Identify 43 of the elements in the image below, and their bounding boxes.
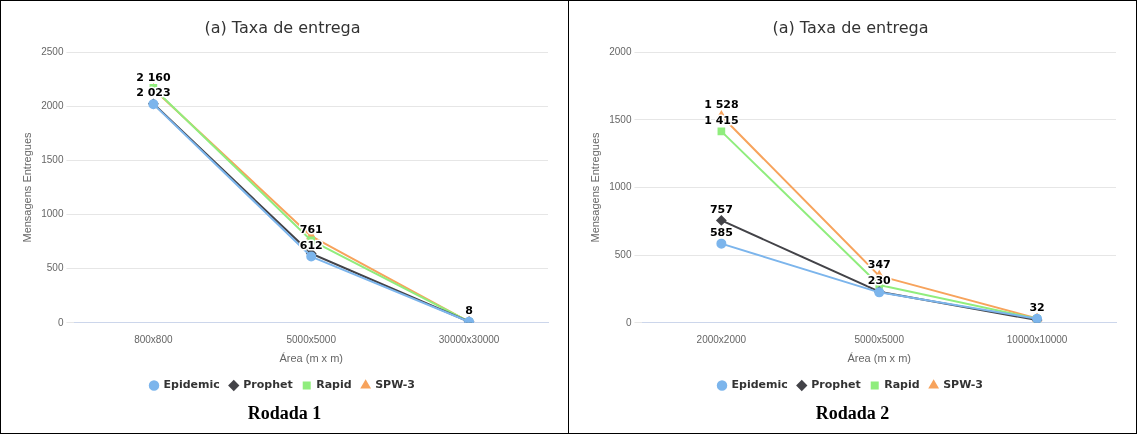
data-label: 757 <box>709 202 733 216</box>
x-tick-label: 2000x2000 <box>696 333 747 345</box>
y-axis-title: Mensagens Entregues <box>588 131 601 243</box>
y-tick-label: 1500 <box>41 154 64 166</box>
data-label: 230 <box>867 274 892 288</box>
chart-title: (a) Taxa de entrega <box>772 17 929 37</box>
x-tick-label: 10000x10000 <box>1006 333 1068 345</box>
data-label: 8 <box>465 304 473 318</box>
y-tick-label: 500 <box>46 262 64 274</box>
text: Rodada 1 <box>247 403 322 424</box>
point <box>716 215 727 226</box>
x-tick-label: 5000x5000 <box>854 333 905 345</box>
legend-label: SPW-3 <box>943 378 983 392</box>
x-axis-title: Área (m x m) <box>279 352 343 365</box>
point <box>716 238 727 249</box>
x-tick-label: 800x800 <box>134 333 173 345</box>
data-label: 1 528 <box>704 98 739 112</box>
y-tick-label: 1000 <box>41 208 64 220</box>
y-tick-label: 2500 <box>41 45 64 57</box>
y-tick-label: 0 <box>57 316 64 328</box>
y-tick-label: 2000 <box>41 100 64 112</box>
legend-label: Rapid <box>884 378 920 392</box>
data-label: 2 160 <box>136 71 171 85</box>
legend-label: Rapid <box>316 378 352 392</box>
y-tick-label: 1500 <box>609 113 632 125</box>
legend-label: SPW-3 <box>375 378 415 392</box>
x-axis-title: Área (m x m) <box>847 352 911 365</box>
text: Rodada 2 <box>815 403 890 424</box>
legend-label: Epidemic <box>163 378 220 392</box>
x-tick-label: 30000x30000 <box>438 333 500 345</box>
legend-label: Prophet <box>243 378 293 392</box>
y-tick-label: 2000 <box>609 45 632 57</box>
y-tick-label: 500 <box>614 248 632 260</box>
y-axis-title: Mensagens Entregues <box>20 131 33 243</box>
data-label: 347 <box>867 258 891 272</box>
legend-label: Epidemic <box>731 378 788 392</box>
data-label: 585 <box>709 226 733 240</box>
y-tick-label: 0 <box>625 316 632 328</box>
legend-label: Prophet <box>811 378 861 392</box>
data-label: 32 <box>1029 300 1045 314</box>
chart-title: (a) Taxa de entrega <box>204 17 361 37</box>
x-tick-label: 5000x5000 <box>286 333 337 345</box>
y-tick-label: 1000 <box>609 181 632 193</box>
